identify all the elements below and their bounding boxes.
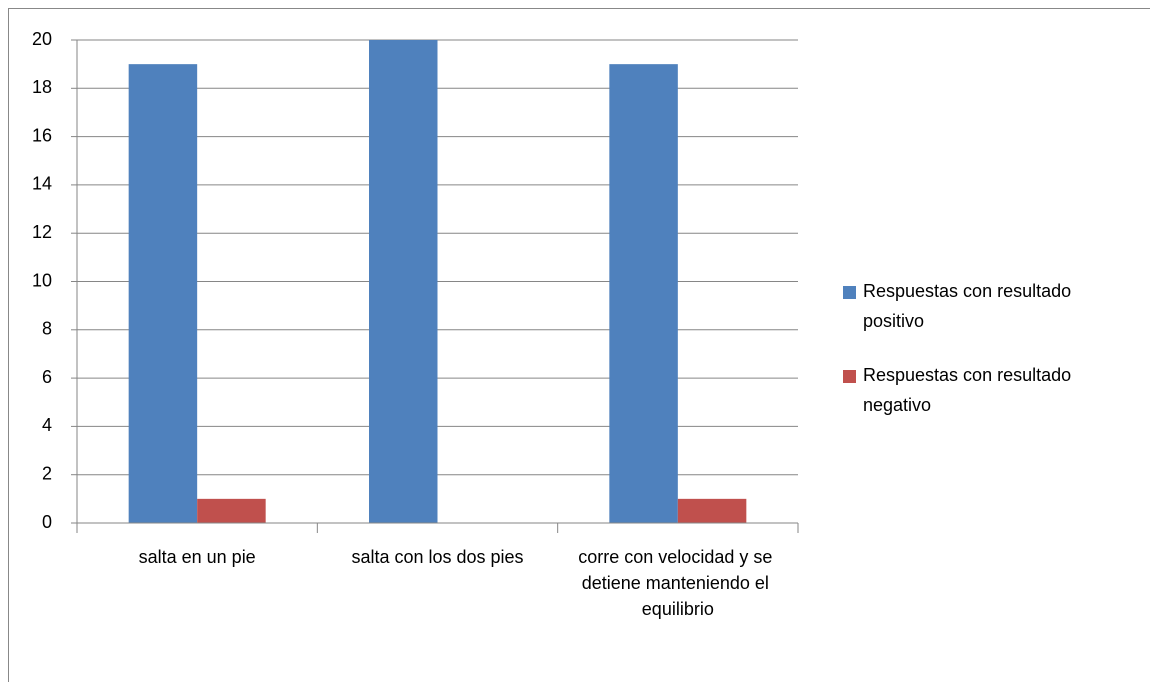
bar: [197, 498, 266, 523]
bar: [128, 64, 198, 524]
legend-swatch: [843, 370, 856, 383]
bar: [369, 40, 438, 523]
y-tick-label: 0: [42, 512, 52, 532]
bar: [677, 498, 747, 523]
legend-label: Respuestas con resultado positivo: [863, 281, 1076, 331]
y-tick-label: 4: [42, 415, 52, 435]
y-tick-label: 14: [32, 174, 52, 194]
y-tick-label: 8: [42, 319, 52, 339]
x-tick-label: corre con velocidad y se detiene manteni…: [578, 547, 777, 619]
y-tick-label: 6: [42, 367, 52, 387]
y-tick-label: 18: [32, 77, 52, 97]
y-tick-label: 10: [32, 270, 52, 290]
y-tick-label: 16: [32, 125, 52, 145]
x-tick-label: salta en un pie: [139, 547, 256, 567]
legend-swatch: [843, 286, 856, 299]
y-tick-label: 20: [32, 29, 52, 49]
legend-label: Respuestas con resultado negativo: [863, 365, 1076, 415]
y-tick-label: 12: [32, 222, 52, 242]
frame: [8, 8, 1150, 682]
y-tick-label: 2: [42, 463, 52, 483]
bar: [609, 64, 678, 524]
x-tick-label: salta con los dos pies: [351, 547, 523, 567]
